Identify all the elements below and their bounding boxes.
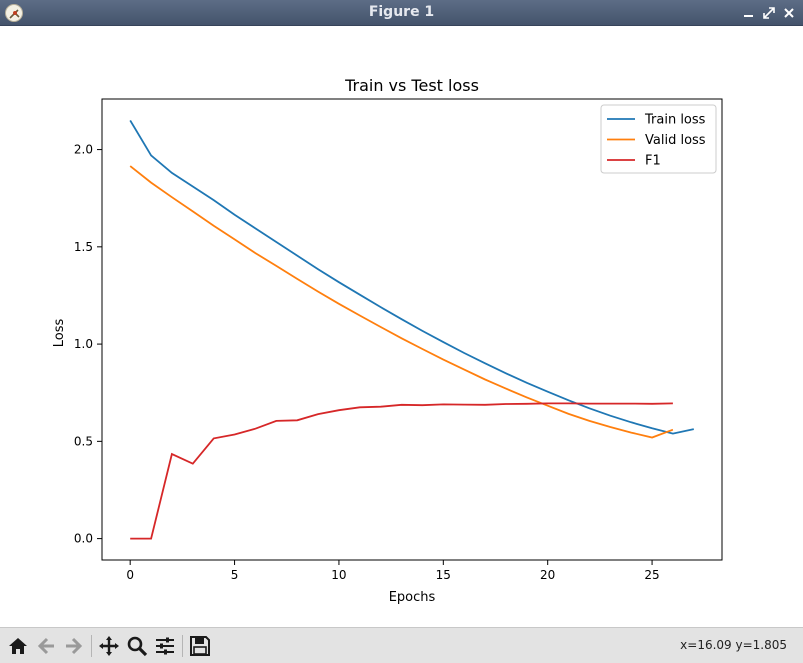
series-layer <box>129 119 694 540</box>
zoom-icon[interactable] <box>123 632 151 660</box>
y-axis-label: Loss <box>52 319 67 348</box>
navigation-toolbar: x=16.09 y=1.805 <box>0 627 803 663</box>
y-tick-label: 1.0 <box>74 337 93 351</box>
pan-icon[interactable] <box>95 632 123 660</box>
window-titlebar: Figure 1 <box>0 0 803 26</box>
legend-box <box>600 104 717 174</box>
close-button[interactable] <box>780 3 797 23</box>
axes-layer: 0 5 10 15 20 25 0.0 0.5 1.0 1.5 2.0 <box>74 98 723 582</box>
legend-label: Valid loss <box>645 133 706 148</box>
series-line-3 <box>130 402 673 540</box>
window-title: Figure 1 <box>368 4 435 20</box>
back-arrow-icon[interactable] <box>32 632 60 660</box>
plot-frame <box>101 98 723 561</box>
series-line-1 <box>129 119 694 435</box>
minimize-button[interactable] <box>740 3 757 23</box>
x-tick-label: 5 <box>231 568 239 582</box>
x-axis-label: Epochs <box>389 590 436 605</box>
x-tick-label: 20 <box>540 568 555 582</box>
x-tick-label: 25 <box>644 568 659 582</box>
x-tick-label: 15 <box>436 568 451 582</box>
save-icon[interactable] <box>186 632 214 660</box>
toolbar-separator <box>91 635 92 657</box>
y-tick-label: 0.5 <box>74 434 93 448</box>
home-icon[interactable] <box>4 632 32 660</box>
x-tick-label: 10 <box>331 568 346 582</box>
app-icon <box>5 4 23 22</box>
line-chart: Train vs Test loss 0 5 10 15 20 25 0.0 0.5 1.0 1.… <box>52 76 723 605</box>
maximize-button[interactable] <box>760 3 777 23</box>
legend-label: F1 <box>645 154 661 169</box>
legend-label: Train loss <box>644 113 706 128</box>
window-controls <box>740 3 797 23</box>
y-tick-label: 2.0 <box>74 143 93 157</box>
y-tick-label: 1.5 <box>74 240 93 254</box>
series-line-2 <box>129 165 674 439</box>
y-tick-label: 0.0 <box>74 532 93 546</box>
chart-title: Train vs Test loss <box>344 76 479 95</box>
legend: Train loss Valid loss F1 <box>600 104 717 174</box>
forward-arrow-icon[interactable] <box>60 632 88 660</box>
configure-subplots-icon[interactable] <box>151 632 179 660</box>
toolbar-separator <box>182 635 183 657</box>
figure-canvas[interactable]: Train vs Test loss 0 5 10 15 20 25 0.0 0.5 1.0 1.… <box>1 27 802 627</box>
cursor-coordinates: x=16.09 y=1.805 <box>680 638 787 652</box>
toolbar-buttons <box>4 632 214 660</box>
x-tick-label: 0 <box>126 568 134 582</box>
